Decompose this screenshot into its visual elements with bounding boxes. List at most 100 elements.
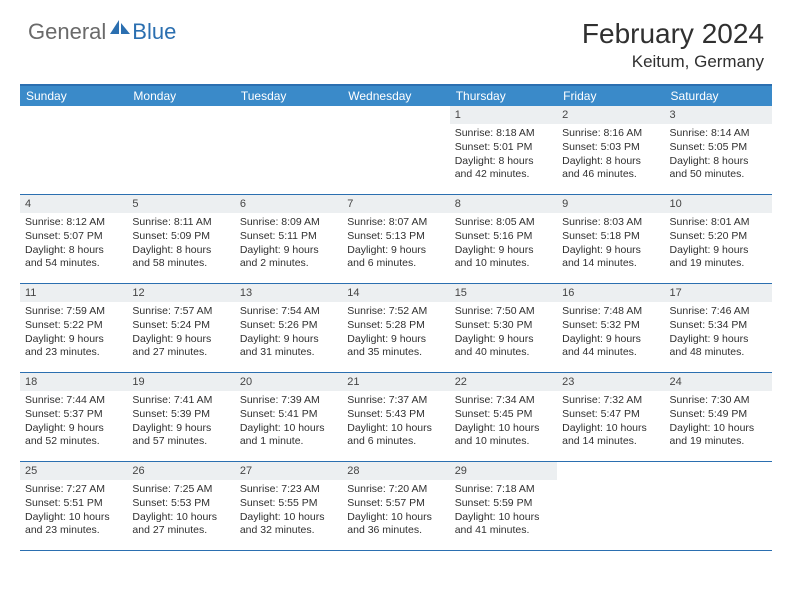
daylight-text: Daylight: 9 hours and 40 minutes. (455, 333, 552, 360)
sunrise-text: Sunrise: 8:18 AM (455, 127, 552, 141)
logo-sail-icon (110, 18, 130, 39)
day-cell: 28Sunrise: 7:20 AMSunset: 5:57 PMDayligh… (342, 462, 449, 550)
day-body: Sunrise: 7:39 AMSunset: 5:41 PMDaylight:… (235, 391, 342, 452)
day-body: Sunrise: 7:18 AMSunset: 5:59 PMDaylight:… (450, 480, 557, 541)
daylight-text: Daylight: 9 hours and 44 minutes. (562, 333, 659, 360)
sunset-text: Sunset: 5:18 PM (562, 230, 659, 244)
day-number: 20 (235, 373, 342, 391)
day-cell: 24Sunrise: 7:30 AMSunset: 5:49 PMDayligh… (665, 373, 772, 461)
day-body: Sunrise: 7:34 AMSunset: 5:45 PMDaylight:… (450, 391, 557, 452)
month-title: February 2024 (582, 18, 764, 50)
location: Keitum, Germany (582, 52, 764, 72)
sunset-text: Sunset: 5:22 PM (25, 319, 122, 333)
day-body: Sunrise: 7:59 AMSunset: 5:22 PMDaylight:… (20, 302, 127, 363)
sunrise-text: Sunrise: 8:14 AM (670, 127, 767, 141)
sunrise-text: Sunrise: 7:30 AM (670, 394, 767, 408)
day-header-row: SundayMondayTuesdayWednesdayThursdayFrid… (20, 86, 772, 106)
day-cell (20, 106, 127, 194)
week-row: 1Sunrise: 8:18 AMSunset: 5:01 PMDaylight… (20, 106, 772, 195)
sunrise-text: Sunrise: 8:03 AM (562, 216, 659, 230)
day-number: 11 (20, 284, 127, 302)
day-body: Sunrise: 7:41 AMSunset: 5:39 PMDaylight:… (127, 391, 234, 452)
day-cell: 14 Sunrise: 7:52 AMSunset: 5:28 PMDayligh… (342, 284, 449, 372)
sunrise-text: Sunrise: 8:05 AM (455, 216, 552, 230)
daylight-text: Daylight: 10 hours and 23 minutes. (25, 511, 122, 538)
sunset-text: Sunset: 5:09 PM (132, 230, 229, 244)
sunrise-text: Sunrise: 7:27 AM (25, 483, 122, 497)
sunrise-text: Sunrise: 7:18 AM (455, 483, 552, 497)
sunrise-text: Sunrise: 7:50 AM (455, 305, 552, 319)
day-number: 2 (557, 106, 664, 124)
day-header: Monday (127, 86, 234, 106)
sunrise-text: Sunrise: 7:44 AM (25, 394, 122, 408)
day-number: 24 (665, 373, 772, 391)
day-body: Sunrise: 8:12 AMSunset: 5:07 PMDaylight:… (20, 213, 127, 274)
day-number: 17 (665, 284, 772, 302)
calendar: SundayMondayTuesdayWednesdayThursdayFrid… (20, 84, 772, 551)
logo-text-general: General (28, 19, 106, 45)
daylight-text: Daylight: 9 hours and 35 minutes. (347, 333, 444, 360)
sunset-text: Sunset: 5:16 PM (455, 230, 552, 244)
sunset-text: Sunset: 5:59 PM (455, 497, 552, 511)
day-cell (342, 106, 449, 194)
day-cell: 12Sunrise: 7:57 AMSunset: 5:24 PMDayligh… (127, 284, 234, 372)
day-number: 8 (450, 195, 557, 213)
day-number: 1 (450, 106, 557, 124)
sunrise-text: Sunrise: 7:37 AM (347, 394, 444, 408)
day-cell: 2Sunrise: 8:16 AMSunset: 5:03 PMDaylight… (557, 106, 664, 194)
day-header: Thursday (450, 86, 557, 106)
day-cell: 18Sunrise: 7:44 AMSunset: 5:37 PMDayligh… (20, 373, 127, 461)
daylight-text: Daylight: 10 hours and 27 minutes. (132, 511, 229, 538)
day-number: 6 (235, 195, 342, 213)
sunset-text: Sunset: 5:47 PM (562, 408, 659, 422)
daylight-text: Daylight: 9 hours and 57 minutes. (132, 422, 229, 449)
week-row: 11Sunrise: 7:59 AMSunset: 5:22 PMDayligh… (20, 284, 772, 373)
daylight-text: Daylight: 9 hours and 31 minutes. (240, 333, 337, 360)
day-body: Sunrise: 7:57 AMSunset: 5:24 PMDaylight:… (127, 302, 234, 363)
sunset-text: Sunset: 5:28 PM (347, 319, 444, 333)
day-body: Sunrise: 7:32 AMSunset: 5:47 PMDaylight:… (557, 391, 664, 452)
sunrise-text: Sunrise: 7:39 AM (240, 394, 337, 408)
day-cell: 21Sunrise: 7:37 AMSunset: 5:43 PMDayligh… (342, 373, 449, 461)
day-number: 9 (557, 195, 664, 213)
sunset-text: Sunset: 5:55 PM (240, 497, 337, 511)
day-number: 22 (450, 373, 557, 391)
daylight-text: Daylight: 9 hours and 48 minutes. (670, 333, 767, 360)
day-body: Sunrise: 8:11 AMSunset: 5:09 PMDaylight:… (127, 213, 234, 274)
daylight-text: Daylight: 9 hours and 52 minutes. (25, 422, 122, 449)
sunrise-text: Sunrise: 7:52 AM (347, 305, 444, 319)
day-number: 28 (342, 462, 449, 480)
sunrise-text: Sunrise: 8:09 AM (240, 216, 337, 230)
day-body: Sunrise: 8:18 AMSunset: 5:01 PMDaylight:… (450, 124, 557, 185)
day-body: Sunrise: 7:48 AMSunset: 5:32 PMDaylight:… (557, 302, 664, 363)
daylight-text: Daylight: 10 hours and 10 minutes. (455, 422, 552, 449)
sunset-text: Sunset: 5:53 PM (132, 497, 229, 511)
daylight-text: Daylight: 9 hours and 10 minutes. (455, 244, 552, 271)
day-header: Tuesday (235, 86, 342, 106)
day-number: 16 (557, 284, 664, 302)
daylight-text: Daylight: 8 hours and 42 minutes. (455, 155, 552, 182)
sunset-text: Sunset: 5:13 PM (347, 230, 444, 244)
day-header: Wednesday (342, 86, 449, 106)
daylight-text: Daylight: 9 hours and 23 minutes. (25, 333, 122, 360)
header: General Blue February 2024 Keitum, Germa… (0, 0, 792, 78)
daylight-text: Daylight: 10 hours and 14 minutes. (562, 422, 659, 449)
sunset-text: Sunset: 5:07 PM (25, 230, 122, 244)
day-number: 7 (342, 195, 449, 213)
sunset-text: Sunset: 5:03 PM (562, 141, 659, 155)
sunset-text: Sunset: 5:57 PM (347, 497, 444, 511)
day-cell: 17Sunrise: 7:46 AMSunset: 5:34 PMDayligh… (665, 284, 772, 372)
sunrise-text: Sunrise: 7:25 AM (132, 483, 229, 497)
day-number: 21 (342, 373, 449, 391)
sunset-text: Sunset: 5:20 PM (670, 230, 767, 244)
sunrise-text: Sunrise: 7:46 AM (670, 305, 767, 319)
daylight-text: Daylight: 9 hours and 27 minutes. (132, 333, 229, 360)
daylight-text: Daylight: 9 hours and 19 minutes. (670, 244, 767, 271)
day-body: Sunrise: 7:30 AMSunset: 5:49 PMDaylight:… (665, 391, 772, 452)
day-number: 25 (20, 462, 127, 480)
sunrise-text: Sunrise: 7:54 AM (240, 305, 337, 319)
sunrise-text: Sunrise: 7:23 AM (240, 483, 337, 497)
day-cell: 11Sunrise: 7:59 AMSunset: 5:22 PMDayligh… (20, 284, 127, 372)
day-number: 14 (342, 284, 449, 302)
day-body: Sunrise: 7:46 AMSunset: 5:34 PMDaylight:… (665, 302, 772, 363)
